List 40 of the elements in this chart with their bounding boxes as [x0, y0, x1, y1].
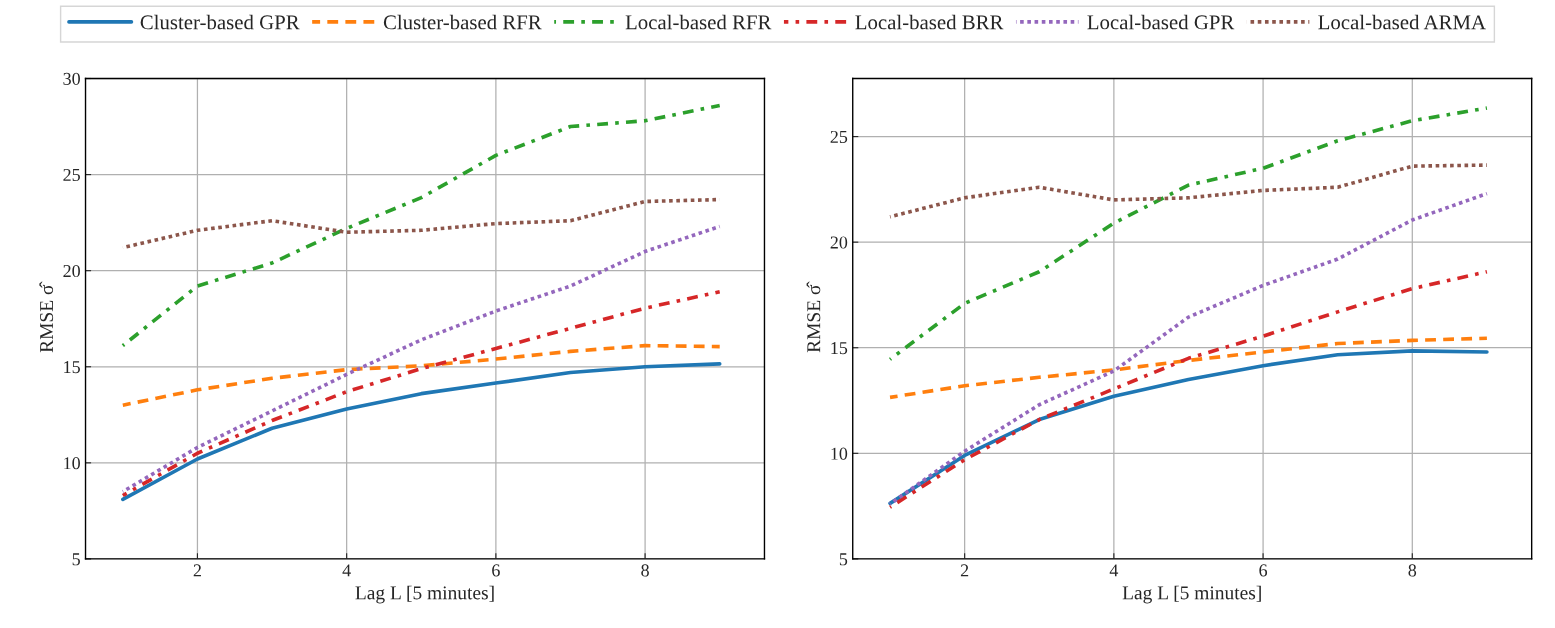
y-tick-label: 25 [830, 130, 848, 144]
legend-label: Local-based ARMA [1318, 14, 1486, 30]
line-series [888, 269, 1489, 509]
x-tick-label: 6 [492, 564, 500, 577]
x-tick-label: 2 [193, 564, 201, 577]
y-tick-label: 20 [830, 236, 848, 249]
line-series [888, 191, 1489, 506]
y-tick-label: 5 [839, 553, 848, 566]
y-tick-label: 30 [63, 72, 80, 85]
x-tick-label: 8 [641, 564, 649, 577]
x-tick-label: 4 [1109, 564, 1119, 577]
legend-label: Cluster-based GPR [140, 14, 300, 30]
line-series [888, 336, 1489, 400]
line-series [121, 362, 722, 502]
legend-label: Cluster-based RFR [383, 14, 542, 30]
y-axis-title: RMSE σ̂ [806, 281, 821, 353]
legend-label: Local-based BRR [855, 14, 1004, 30]
y-tick-label: 10 [831, 447, 848, 460]
x-axis-title: Lag L [5 minutes] [1122, 585, 1261, 604]
y-tick-label: 10 [64, 457, 80, 470]
line-series [888, 106, 1489, 362]
line-series [121, 103, 722, 348]
legend-label: Local-based GPR [1087, 14, 1235, 30]
y-tick-label: 20 [63, 264, 80, 278]
line-series [888, 349, 1489, 506]
line-series [121, 290, 722, 498]
y-tick-label: 25 [63, 168, 80, 182]
line-series [121, 224, 722, 494]
x-tick-label: 6 [1259, 564, 1268, 577]
x-axis-title: Lag L [5 minutes] [355, 585, 494, 604]
y-axis-title: RMSE σ̂ [39, 281, 54, 353]
x-tick-label: 2 [960, 564, 969, 577]
y-tick-label: 15 [831, 342, 848, 355]
x-tick-label: 8 [1408, 564, 1417, 577]
y-tick-label: 5 [72, 553, 80, 566]
line-series [888, 163, 1489, 219]
line-series [121, 343, 722, 407]
x-tick-label: 4 [342, 564, 351, 577]
y-tick-label: 15 [64, 361, 80, 374]
legend-label: Local-based RFR [625, 14, 772, 30]
